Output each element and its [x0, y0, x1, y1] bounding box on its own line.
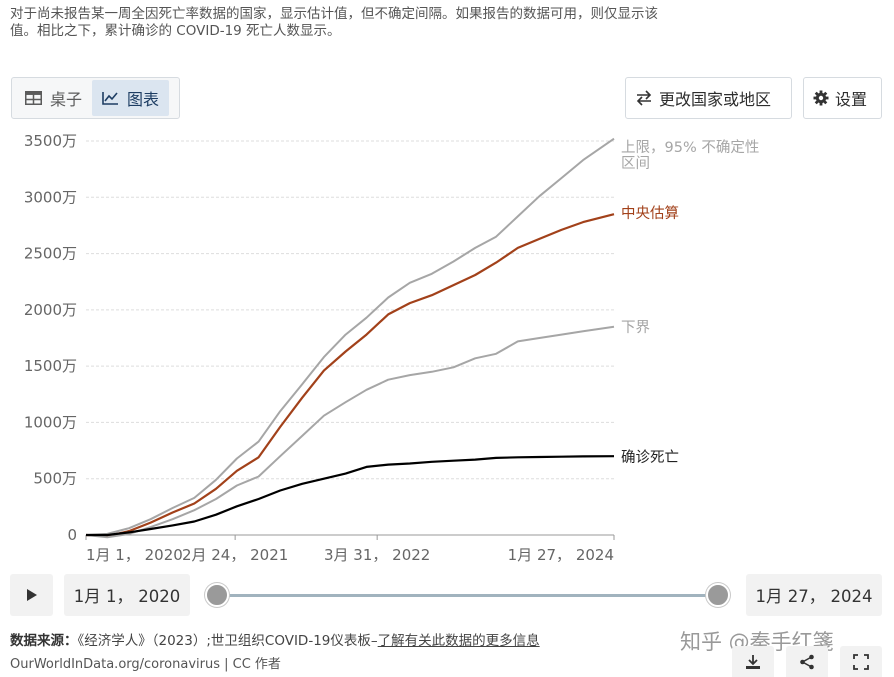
settings-button[interactable]: 设置 — [803, 77, 882, 119]
series-lines — [85, 137, 615, 539]
download-button[interactable] — [732, 646, 774, 677]
line-chart-icon — [102, 92, 119, 105]
source-line: 数据来源：《经济学人》（2023）;世卫组织COVID-19仪表板–了解有关此数… — [10, 629, 540, 649]
play-button[interactable] — [10, 574, 53, 616]
x-tick-label: 1月 27， 2024 — [508, 546, 614, 564]
site-link[interactable]: OurWorldInData.org/coronavirus — [10, 657, 220, 672]
series-label-3: 确诊死亡 — [621, 449, 679, 466]
source-prefix: 数据来源： — [10, 633, 78, 649]
swap-arrows-icon — [636, 90, 652, 106]
timeline-start-handle[interactable] — [205, 583, 229, 607]
y-tick-label: 500万 — [33, 470, 77, 488]
y-tick-label: 1500万 — [24, 357, 77, 375]
timeline-end-handle[interactable] — [706, 583, 730, 607]
change-country-button[interactable]: 更改国家或地区 — [625, 77, 792, 119]
start-date-button[interactable]: 1月 1， 2020 — [64, 574, 190, 616]
grid-lines — [86, 140, 614, 480]
y-axis: 0 500万 1000万 1500万 2000万 2500万 3000万 3500万 — [24, 132, 77, 544]
change-country-label: 更改国家或地区 — [659, 90, 772, 109]
chart-note: 对于尚未报告某一周全因死亡率数据的国家，显示估计值，但不确定间隔。如果报告的数据… — [10, 6, 658, 39]
series-label-2: 下界 — [621, 320, 650, 336]
share-button[interactable] — [786, 646, 828, 677]
source-site-line: OurWorldInData.org/coronavirus | CC 作者 — [10, 653, 281, 672]
y-tick-label: 0 — [67, 526, 77, 544]
share-icon — [800, 654, 814, 669]
y-tick-label: 2500万 — [24, 245, 77, 263]
x-tick-label: 3月 31， 2022 — [324, 546, 430, 564]
expand-icon — [853, 653, 869, 670]
table-icon — [25, 91, 42, 105]
series-line-2 — [85, 325, 615, 539]
x-tick-label: 1月 1， 2020 — [86, 546, 183, 564]
play-icon — [26, 589, 37, 601]
series-label-1: 中央估算 — [621, 205, 679, 222]
learn-more-link[interactable]: 了解有关此数据的更多信息 — [377, 633, 540, 649]
y-tick-label: 2000万 — [24, 301, 77, 319]
settings-label: 设置 — [835, 90, 868, 109]
license-text: | CC 作者 — [220, 657, 281, 672]
y-tick-label: 1000万 — [24, 413, 77, 431]
y-tick-label: 3000万 — [24, 188, 77, 206]
timeline-track[interactable] — [217, 594, 718, 597]
series-label-0: 上限，95% 不确定性区间 — [621, 139, 759, 172]
end-date-button[interactable]: 1月 27， 2024 — [746, 574, 882, 616]
x-axis: 1月 1， 2020 2月 24， 2021 3月 31， 2022 1月 27， 2… — [85, 534, 615, 564]
y-tick-label: 3500万 — [24, 132, 77, 150]
tab-chart-label: 图表 — [127, 90, 160, 109]
tab-table[interactable]: 桌子 — [15, 80, 92, 116]
series-line-1 — [85, 213, 615, 538]
expand-button[interactable] — [840, 646, 882, 677]
line-chart: 0 500万 1000万 1500万 2000万 2500万 3000万 3500万 1月 1… — [24, 132, 760, 564]
x-tick-label: 2月 24， 2021 — [182, 546, 288, 564]
download-icon — [746, 654, 760, 669]
source-text: 《经济学人》（2023）;世卫组织COVID-19仪表板– — [77, 633, 378, 649]
view-tabs: 桌子 图表 — [11, 77, 180, 119]
gear-icon — [813, 90, 829, 106]
series-line-0 — [85, 137, 615, 536]
tab-chart[interactable]: 图表 — [92, 80, 170, 116]
tab-table-label: 桌子 — [50, 90, 83, 109]
series-line-3 — [86, 455, 615, 537]
